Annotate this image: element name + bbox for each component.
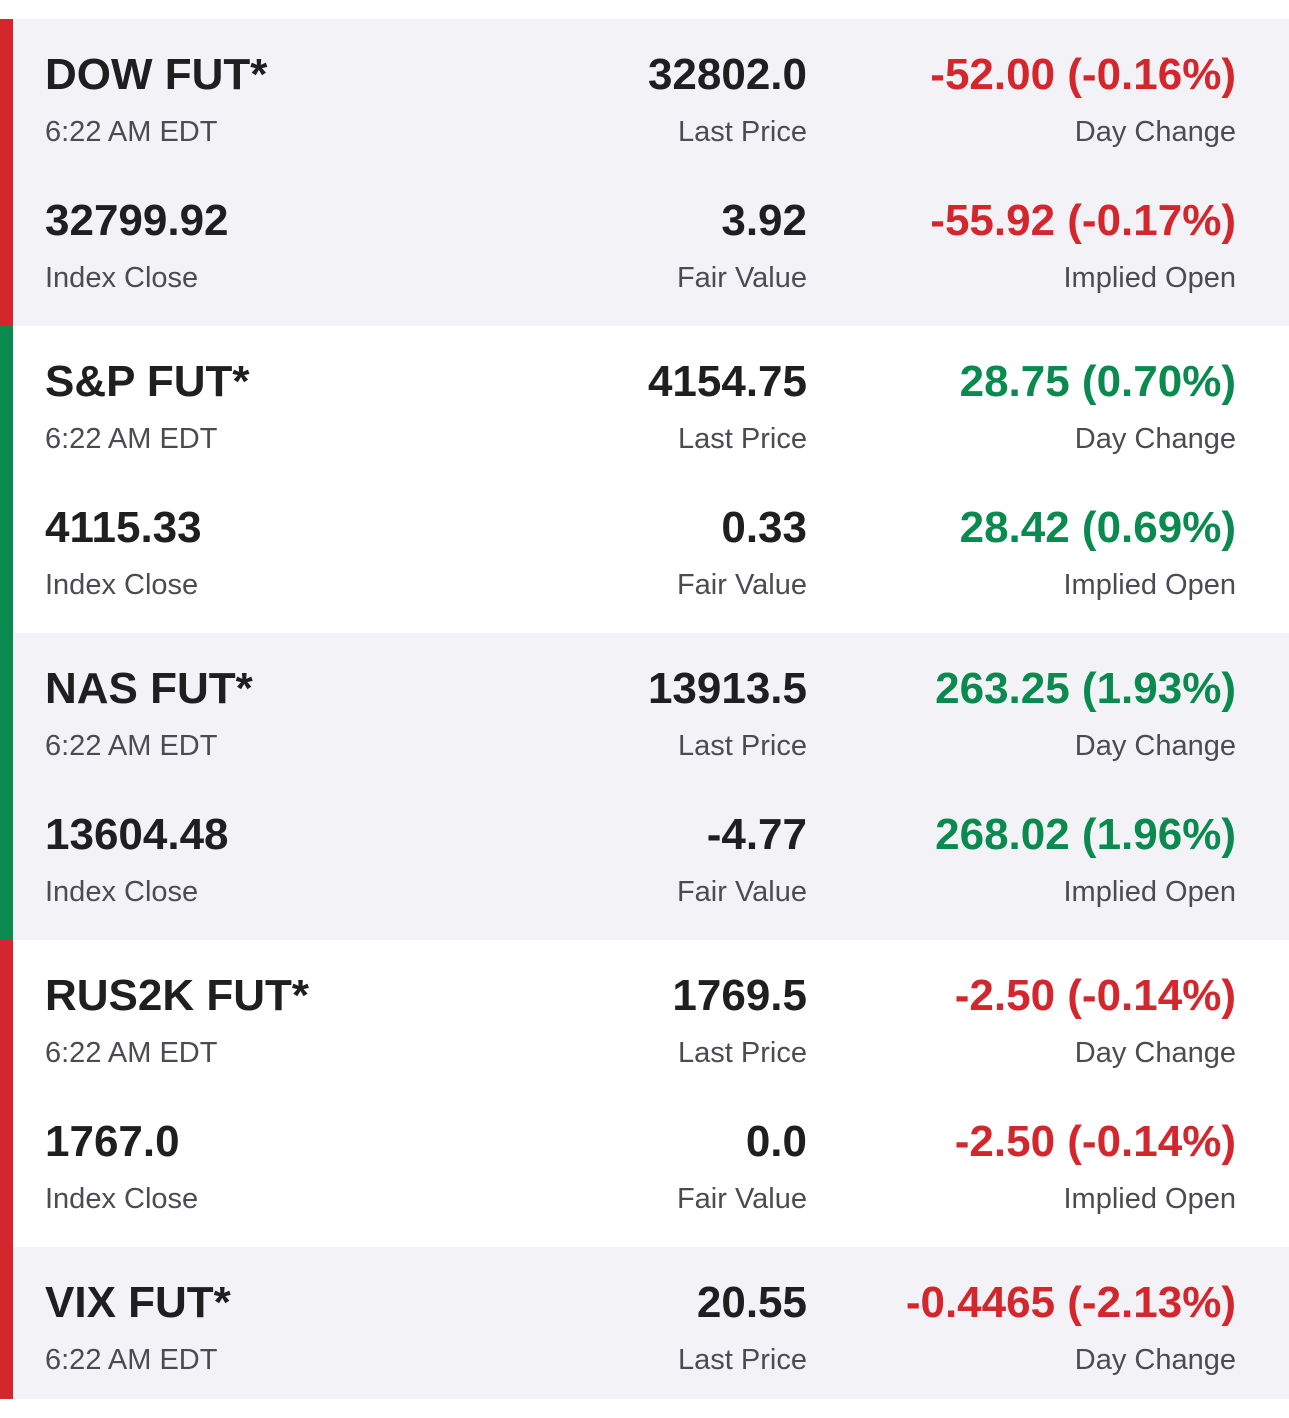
fair-value-label: Fair Value bbox=[676, 876, 807, 908]
index-close-label: Index Close bbox=[45, 569, 199, 601]
fair-value-value: 0.0 bbox=[745, 1117, 807, 1166]
last-price-label: Last Price bbox=[678, 1344, 807, 1376]
index-close-value: 32799.92 bbox=[45, 196, 229, 245]
futures-card-dow[interactable]: DOW FUT* 32802.0 -52.00 (-0.16%) 6:22 AM… bbox=[0, 19, 1289, 326]
quote-time: 6:22 AM EDT bbox=[45, 730, 218, 762]
last-price-value: 13913.5 bbox=[647, 664, 807, 713]
last-price-label: Last Price bbox=[678, 116, 807, 148]
quote-time: 6:22 AM EDT bbox=[45, 1344, 218, 1376]
contract-name: DOW FUT* bbox=[45, 50, 268, 99]
day-change-label: Day Change bbox=[1074, 116, 1236, 148]
implied-open-label: Implied Open bbox=[1063, 876, 1237, 908]
last-price-label: Last Price bbox=[678, 730, 807, 762]
last-price-label: Last Price bbox=[678, 1037, 807, 1069]
implied-open-value: -2.50 (-0.14%) bbox=[954, 1117, 1236, 1166]
day-change-value: -52.00 (-0.16%) bbox=[930, 50, 1236, 99]
implied-open-label: Implied Open bbox=[1063, 569, 1237, 601]
quote-time: 6:22 AM EDT bbox=[45, 1037, 218, 1069]
day-change-label: Day Change bbox=[1074, 1344, 1236, 1376]
contract-name: NAS FUT* bbox=[45, 664, 253, 713]
change-indicator-bar bbox=[0, 940, 13, 1247]
implied-open-value: 268.02 (1.96%) bbox=[935, 810, 1236, 859]
day-change-value: -2.50 (-0.14%) bbox=[954, 971, 1236, 1020]
quote-time: 6:22 AM EDT bbox=[45, 423, 218, 455]
contract-name: RUS2K FUT* bbox=[45, 971, 310, 1020]
last-price-label: Last Price bbox=[678, 423, 807, 455]
quote-time: 6:22 AM EDT bbox=[45, 116, 218, 148]
implied-open-label: Implied Open bbox=[1063, 262, 1237, 294]
fair-value-value: 3.92 bbox=[721, 196, 807, 245]
contract-name: S&P FUT* bbox=[45, 357, 250, 406]
index-close-label: Index Close bbox=[45, 876, 199, 908]
day-change-value: 263.25 (1.93%) bbox=[935, 664, 1236, 713]
last-price-value: 1769.5 bbox=[672, 971, 807, 1020]
day-change-label: Day Change bbox=[1074, 730, 1236, 762]
futures-card-nas[interactable]: NAS FUT* 13913.5 263.25 (1.93%) 6:22 AM … bbox=[0, 633, 1289, 940]
day-change-label: Day Change bbox=[1074, 423, 1236, 455]
day-change-value: 28.75 (0.70%) bbox=[959, 357, 1236, 406]
implied-open-label: Implied Open bbox=[1063, 1183, 1237, 1215]
day-change-value: -0.4465 (-2.13%) bbox=[905, 1278, 1236, 1327]
futures-card-rus2k[interactable]: RUS2K FUT* 1769.5 -2.50 (-0.14%) 6:22 AM… bbox=[0, 940, 1289, 1247]
change-indicator-bar bbox=[0, 326, 13, 633]
index-close-value: 4115.33 bbox=[45, 503, 202, 552]
fair-value-label: Fair Value bbox=[676, 262, 807, 294]
futures-card-sp[interactable]: S&P FUT* 4154.75 28.75 (0.70%) 6:22 AM E… bbox=[0, 326, 1289, 633]
change-indicator-bar bbox=[0, 19, 13, 326]
implied-open-value: -55.92 (-0.17%) bbox=[930, 196, 1236, 245]
fair-value-label: Fair Value bbox=[676, 1183, 807, 1215]
fair-value-value: -4.77 bbox=[706, 810, 807, 859]
change-indicator-bar bbox=[0, 633, 13, 940]
implied-open-value: 28.42 (0.69%) bbox=[959, 503, 1236, 552]
index-close-value: 1767.0 bbox=[45, 1117, 180, 1166]
futures-list: DOW FUT* 32802.0 -52.00 (-0.16%) 6:22 AM… bbox=[0, 19, 1289, 1399]
last-price-value: 32802.0 bbox=[647, 50, 807, 99]
change-indicator-bar bbox=[0, 1247, 13, 1399]
fair-value-label: Fair Value bbox=[676, 569, 807, 601]
day-change-label: Day Change bbox=[1074, 1037, 1236, 1069]
fair-value-value: 0.33 bbox=[721, 503, 807, 552]
index-close-label: Index Close bbox=[45, 262, 199, 294]
contract-name: VIX FUT* bbox=[45, 1278, 231, 1327]
index-close-label: Index Close bbox=[45, 1183, 199, 1215]
futures-card-vix[interactable]: VIX FUT* 20.55 -0.4465 (-2.13%) 6:22 AM … bbox=[0, 1247, 1289, 1399]
index-close-value: 13604.48 bbox=[45, 810, 229, 859]
last-price-value: 4154.75 bbox=[647, 357, 807, 406]
last-price-value: 20.55 bbox=[696, 1278, 807, 1327]
